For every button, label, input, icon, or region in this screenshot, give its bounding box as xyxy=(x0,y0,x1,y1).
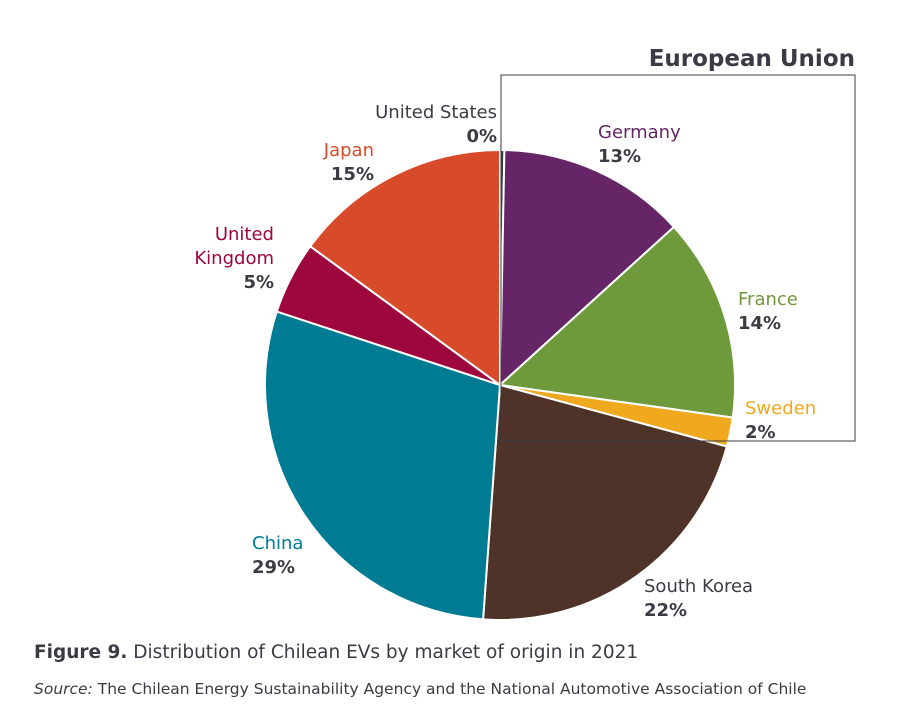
pie-slice-france xyxy=(497,225,736,419)
slice-label-united-kingdom: United xyxy=(215,224,274,245)
slice-label-france: France xyxy=(738,289,798,310)
slice-label-united-kingdom: Kingdom xyxy=(194,248,274,269)
pie-slice-japan xyxy=(308,148,501,387)
european-union-box xyxy=(500,74,856,442)
european-union-title: European Union xyxy=(649,46,855,72)
slice-value-south-korea: 22% xyxy=(644,600,687,621)
source-text: The Chilean Energy Sustainability Agency… xyxy=(97,680,807,698)
pie-slices xyxy=(264,148,736,621)
slice-label-sweden: Sweden xyxy=(745,398,816,419)
figure-caption-text: Distribution of Chilean EVs by market of… xyxy=(133,642,639,663)
source-label: Source: xyxy=(34,680,93,698)
slice-value-japan: 15% xyxy=(331,164,374,185)
pie-slice-germany xyxy=(498,149,676,388)
pie-chart: European Union United States 0% Germany 13%… xyxy=(194,46,856,621)
slice-value-united-states: 0% xyxy=(466,126,497,147)
slice-label-japan: Japan xyxy=(323,140,374,161)
slice-label-united-states: United States xyxy=(375,102,497,123)
slice-value-germany: 13% xyxy=(598,146,641,167)
slice-value-sweden: 2% xyxy=(745,422,776,443)
pie-slice-south-korea xyxy=(482,383,729,621)
slice-label-south-korea: South Korea xyxy=(644,576,753,597)
figure-caption: Figure 9. Distribution of Chilean EVs by… xyxy=(34,642,638,663)
slice-value-china: 29% xyxy=(252,557,295,578)
figure-source: Source: The Chilean Energy Sustainabilit… xyxy=(34,680,806,698)
slice-value-france: 14% xyxy=(738,313,781,334)
slice-label-china: China xyxy=(252,533,303,554)
figure-number: Figure 9. xyxy=(34,642,128,663)
slice-value-united-kingdom: 5% xyxy=(243,272,274,293)
slice-label-germany: Germany xyxy=(598,122,681,143)
pie-labels: United States 0% Germany 13% France 14% Sweden… xyxy=(194,102,816,621)
pie-slice-china xyxy=(264,310,502,621)
